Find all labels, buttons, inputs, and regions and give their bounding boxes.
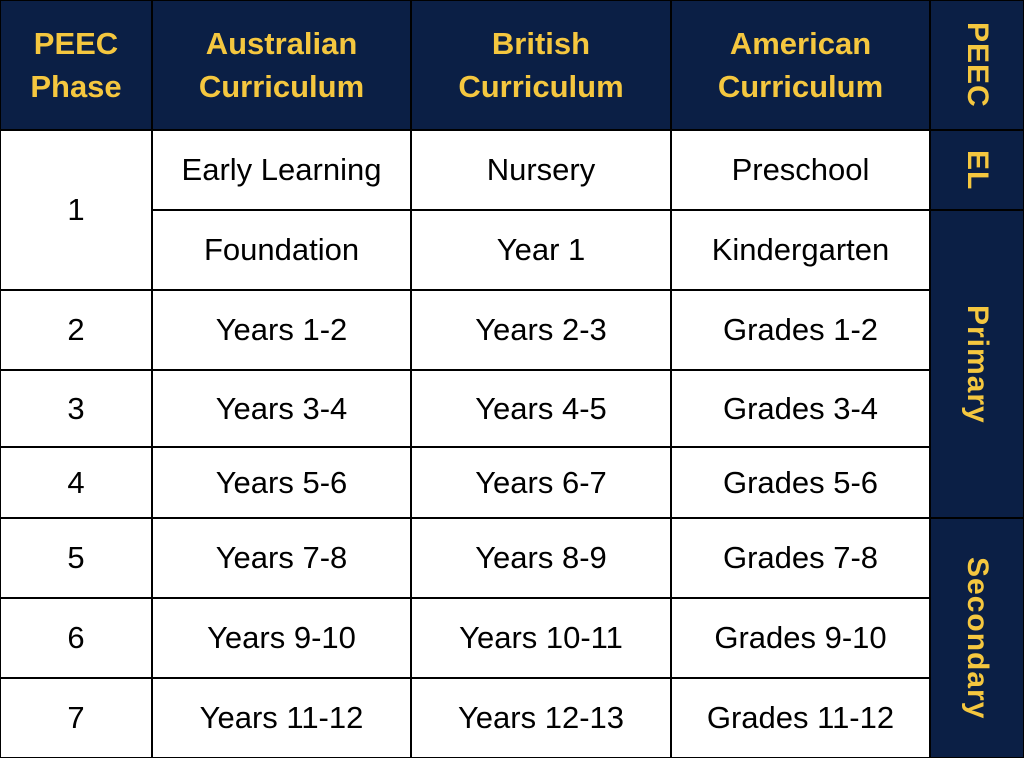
au-cell: Years 11-12 [152,678,411,758]
uk-cell: Nursery [411,130,671,210]
phase-cell: 1 [0,130,152,290]
header-american: American Curriculum [671,0,930,130]
phase-cell: 6 [0,598,152,678]
uk-cell: Years 2-3 [411,290,671,370]
us-cell: Kindergarten [671,210,930,290]
au-cell: Years 3-4 [152,370,411,447]
stage-el-text: EL [961,149,994,191]
us-cell: Grades 11-12 [671,678,930,758]
us-cell: Grades 3-4 [671,370,930,447]
us-cell: Grades 1-2 [671,290,930,370]
au-cell: Years 1-2 [152,290,411,370]
uk-cell: Years 12-13 [411,678,671,758]
stage-secondary-text: Secondary [961,556,994,720]
us-cell: Preschool [671,130,930,210]
header-peec-phase: PEEC Phase [0,0,152,130]
uk-cell: Years 6-7 [411,447,671,518]
header-british: British Curriculum [411,0,671,130]
uk-cell: Years 8-9 [411,518,671,598]
header-peec-text: PEEC [961,22,994,108]
uk-cell: Years 4-5 [411,370,671,447]
phase-cell: 2 [0,290,152,370]
us-cell: Grades 9-10 [671,598,930,678]
au-cell: Years 9-10 [152,598,411,678]
au-cell: Years 7-8 [152,518,411,598]
phase-cell: 3 [0,370,152,447]
us-cell: Grades 5-6 [671,447,930,518]
uk-cell: Years 10-11 [411,598,671,678]
stage-el: EL [930,130,1024,210]
phase-cell: 4 [0,447,152,518]
au-cell: Foundation [152,210,411,290]
au-cell: Years 5-6 [152,447,411,518]
au-cell: Early Learning [152,130,411,210]
us-cell: Grades 7-8 [671,518,930,598]
stage-secondary: Secondary [930,518,1024,758]
header-australian: Australian Curriculum [152,0,411,130]
phase-cell: 7 [0,678,152,758]
stage-primary-text: Primary [961,304,994,424]
stage-primary: Primary [930,210,1024,518]
uk-cell: Year 1 [411,210,671,290]
header-peec: PEEC [930,0,1024,130]
phase-cell: 5 [0,518,152,598]
